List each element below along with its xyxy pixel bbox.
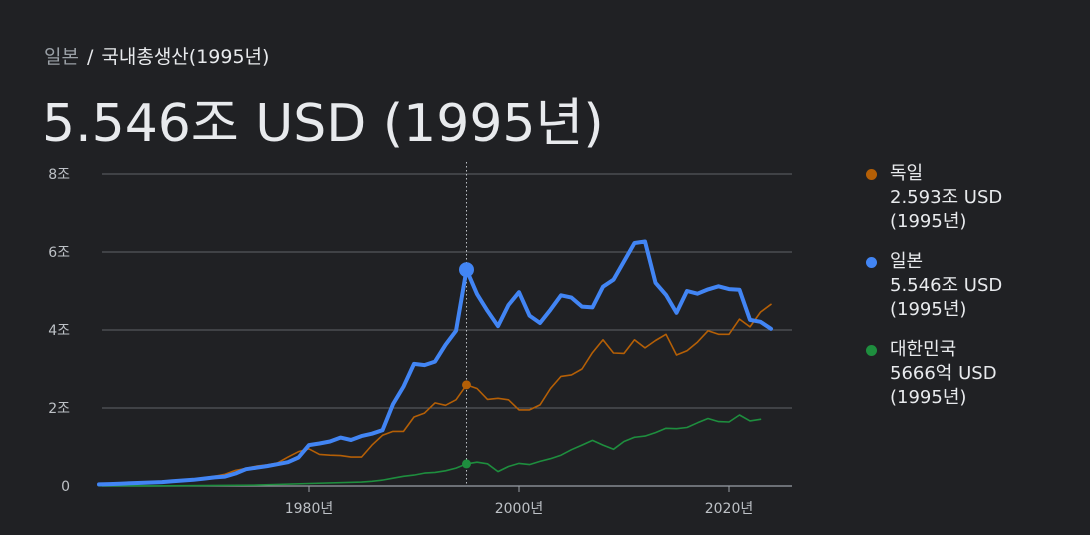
- y-tick-label: 4조: [48, 323, 70, 339]
- legend-name: 일본: [890, 251, 924, 272]
- legend-name: 독일: [890, 163, 924, 184]
- series-line-germany: [203, 303, 772, 479]
- highlight-point: [462, 459, 471, 469]
- x-tick-label: 1980년: [285, 501, 334, 517]
- legend-item-germany[interactable]: 독일 2.593조 USD (1995년): [866, 162, 1076, 234]
- chart-legend: 독일 2.593조 USD (1995년) 일본 5.546조 USD (199…: [866, 162, 1076, 426]
- legend-item-japan[interactable]: 일본 5.546조 USD (1995년): [866, 250, 1076, 322]
- legend-year: (1995년): [890, 211, 967, 232]
- legend-year: (1995년): [890, 299, 967, 320]
- legend-value: 5666억 USD: [890, 363, 997, 384]
- headline-value: 5.546조 USD (1995년): [42, 94, 604, 154]
- highlight-point: [459, 262, 474, 278]
- x-tick-label: 2020년: [705, 501, 754, 517]
- legend-dot-icon: [866, 257, 877, 268]
- y-tick-label: 2조: [48, 401, 70, 417]
- legend-value: 2.593조 USD: [890, 187, 1003, 208]
- highlight-point: [462, 380, 471, 390]
- y-tick-label: 8조: [48, 167, 70, 183]
- legend-dot-icon: [866, 345, 877, 356]
- series-line-korea: [98, 414, 762, 487]
- legend-item-korea[interactable]: 대한민국 5666억 USD (1995년): [866, 338, 1076, 410]
- series-line-japan: [97, 239, 773, 487]
- breadcrumb: 일본 / 국내총생산(1995년): [44, 42, 269, 69]
- legend-value: 5.546조 USD: [890, 275, 1003, 296]
- y-tick-label: 0: [61, 479, 70, 495]
- breadcrumb-root[interactable]: 일본: [44, 46, 79, 68]
- y-tick-label: 6조: [48, 245, 70, 261]
- x-tick-label: 2000년: [495, 501, 544, 517]
- breadcrumb-separator: /: [86, 46, 94, 68]
- legend-dot-icon: [866, 169, 877, 180]
- breadcrumb-current: 국내총생산(1995년): [101, 46, 270, 68]
- legend-year: (1995년): [890, 387, 967, 408]
- legend-name: 대한민국: [890, 339, 957, 360]
